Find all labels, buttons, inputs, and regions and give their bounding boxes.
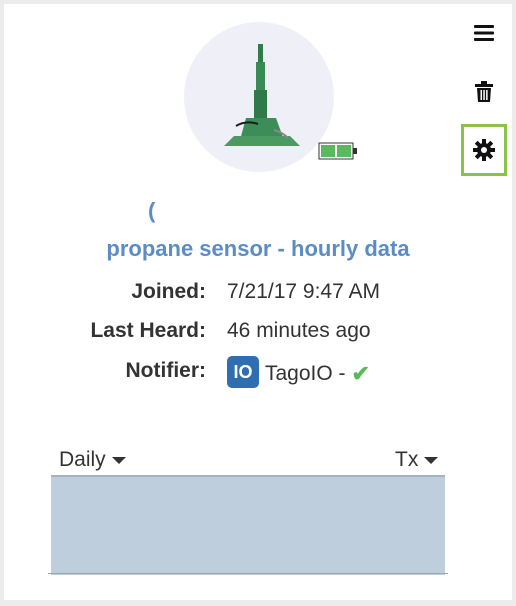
joined-row: Joined: 7/21/17 9:47 AM: [0, 280, 516, 310]
chart-area: [51, 475, 445, 575]
trash-icon: [475, 81, 493, 102]
metric-dropdown[interactable]: Tx: [395, 448, 439, 472]
last-heard-label: Last Heard:: [90, 319, 206, 342]
menu-button[interactable]: [464, 13, 504, 53]
check-icon: ✔: [351, 360, 370, 386]
notifier-row: Notifier: IO TagoIO - ✔: [0, 356, 516, 389]
chart-baseline: [48, 573, 448, 574]
delete-button[interactable]: [464, 72, 504, 112]
notifier-value: TagoIO -: [265, 361, 346, 385]
gear-icon: [473, 139, 495, 161]
menu-icon: [474, 25, 494, 41]
last-heard-row: Last Heard: 46 minutes ago: [0, 319, 516, 349]
tagoio-logo-icon: IO: [227, 356, 259, 388]
period-dropdown-label: Daily: [59, 448, 106, 471]
metric-dropdown-label: Tx: [395, 448, 419, 471]
battery-icon: [318, 142, 357, 160]
device-avatar: [184, 22, 334, 172]
caret-down-icon: [111, 456, 126, 464]
settings-button[interactable]: [461, 124, 507, 176]
notifier-value-group: IO TagoIO - ✔: [227, 356, 370, 388]
tower-image: [224, 44, 300, 146]
device-name[interactable]: propane sensor - hourly data: [106, 236, 410, 261]
joined-label: Joined:: [131, 280, 206, 303]
last-heard-value: 46 minutes ago: [227, 319, 371, 342]
joined-value: 7/21/17 9:47 AM: [227, 280, 380, 303]
device-label-fragment: (: [148, 198, 156, 223]
caret-down-icon: [424, 456, 439, 464]
notifier-label: Notifier:: [125, 359, 207, 382]
period-dropdown[interactable]: Daily: [59, 448, 126, 472]
